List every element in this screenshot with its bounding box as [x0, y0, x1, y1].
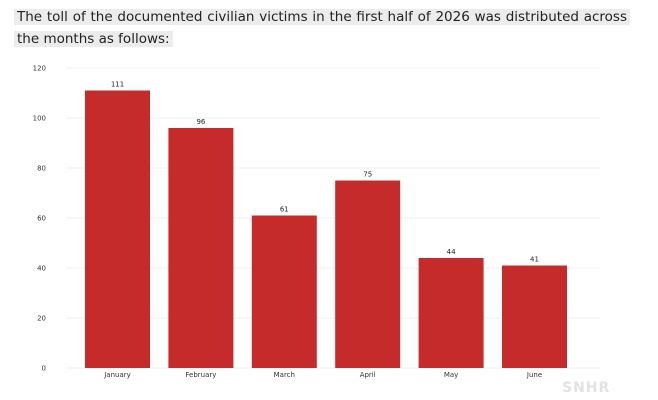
x-tick-label: June: [526, 371, 542, 379]
bar-june: [502, 265, 567, 368]
y-tick-label: 20: [37, 315, 46, 323]
y-tick-label: 60: [37, 215, 46, 223]
x-tick-label: January: [103, 371, 131, 379]
bar-january: [85, 90, 150, 368]
data-label: 75: [363, 171, 372, 179]
chart-caption: The toll of the documented civilian vict…: [14, 6, 630, 50]
bar-march: [251, 215, 317, 368]
y-tick-label: 100: [33, 115, 46, 123]
y-tick-label: 0: [42, 365, 46, 373]
y-tick-label: 120: [33, 65, 46, 73]
y-tick-label: 40: [37, 265, 46, 273]
bar-may: [418, 258, 484, 368]
watermark-logo: SNHR: [562, 380, 610, 396]
x-axis: January February March April May June: [103, 371, 542, 379]
y-axis: 0 20 40 60 80 100 120: [33, 65, 46, 373]
bars: 111 96 61 75 44 41: [85, 81, 567, 368]
bar-april: [335, 180, 401, 368]
data-label: 96: [196, 118, 205, 126]
gridlines: [66, 67, 600, 369]
data-label: 61: [280, 206, 289, 214]
data-label: 44: [447, 248, 456, 256]
bar-february: [168, 128, 234, 368]
y-tick-label: 80: [37, 165, 46, 173]
x-tick-label: February: [185, 371, 216, 379]
x-tick-label: March: [274, 371, 295, 379]
x-tick-label: April: [360, 371, 376, 379]
data-label: 111: [111, 81, 124, 89]
x-tick-label: May: [444, 371, 458, 379]
data-label: 41: [530, 256, 539, 264]
